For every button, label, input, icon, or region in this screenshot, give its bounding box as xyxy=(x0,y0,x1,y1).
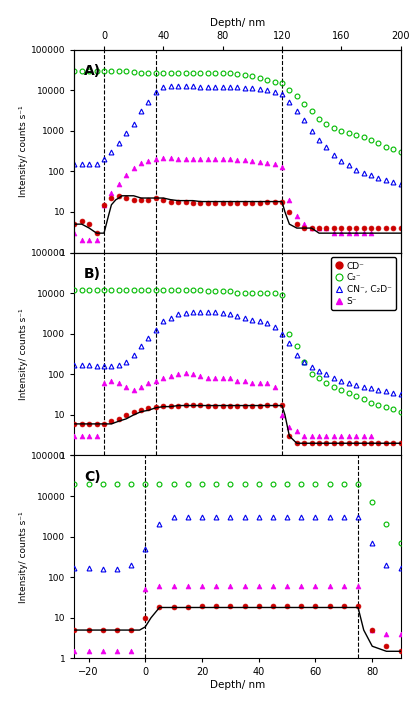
Text: B): B) xyxy=(84,267,101,281)
Y-axis label: Intensity/ counts s⁻¹: Intensity/ counts s⁻¹ xyxy=(19,308,28,400)
Legend: CD⁻, C₂⁻, CN⁻, C₂D⁻, S⁻: CD⁻, C₂⁻, CN⁻, C₂D⁻, S⁻ xyxy=(331,257,396,310)
Y-axis label: Intensity/ counts s⁻¹: Intensity/ counts s⁻¹ xyxy=(19,105,28,197)
Y-axis label: Intensity/ counts s⁻¹: Intensity/ counts s⁻¹ xyxy=(19,511,28,603)
X-axis label: Depth/ nm: Depth/ nm xyxy=(210,680,265,690)
X-axis label: Depth/ nm: Depth/ nm xyxy=(210,18,265,28)
Text: A): A) xyxy=(84,64,101,78)
Text: C): C) xyxy=(84,469,101,484)
